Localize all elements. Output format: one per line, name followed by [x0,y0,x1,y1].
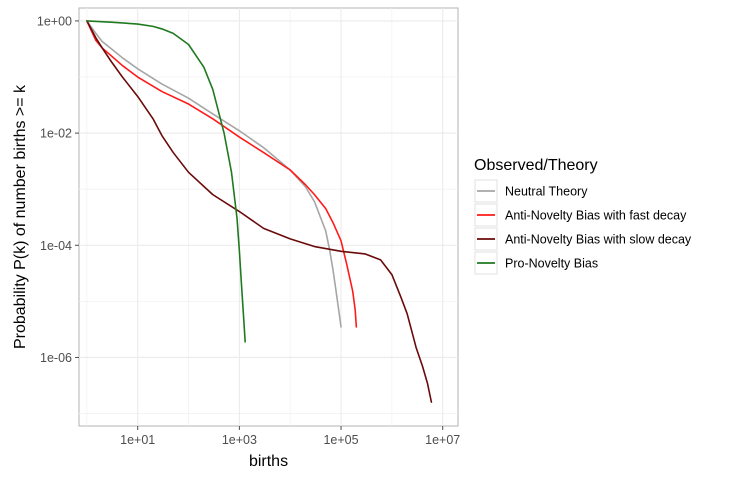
legend-item: Anti-Novelty Bias with slow decay [474,227,692,251]
series-line-4 [86,20,246,343]
legend-item: Anti-Novelty Bias with fast decay [474,203,687,227]
x-tick-label: 1e+07 [425,433,460,447]
x-tick-label: 1e+01 [120,433,155,447]
legend-item: Pro-Novelty Bias [474,251,598,275]
y-tick-label: 1e+00 [37,14,72,28]
legend-label: Anti-Novelty Bias with fast decay [505,209,687,223]
y-tick-label: 1e-02 [40,127,72,141]
minor-grid [79,8,458,426]
y-tick-label: 1e-04 [40,239,72,253]
legend-item: Neutral Theory [474,179,588,203]
panel-background [78,7,459,427]
x-axis-ticks: 1e+01 1e+03 1e+05 1e+07 [120,426,460,447]
legend-label: Anti-Novelty Bias with slow decay [505,233,692,247]
y-axis-ticks: 1e+00 1e-02 1e-04 1e-06 [37,14,79,365]
legend-title: Observed/Theory [474,157,598,174]
series-line-2 [86,20,358,328]
x-tick-label: 1e+05 [323,433,358,447]
series-lines [86,20,433,403]
x-tick-label: 1e+03 [222,433,257,447]
y-tick-label: 1e-06 [40,351,72,365]
legend: Observed/Theory Neutral Theory Anti-Novel… [474,157,692,275]
major-grid [79,8,458,426]
legend-label: Neutral Theory [505,185,588,199]
x-axis-title: births [249,453,288,470]
series-line-1 [86,20,342,328]
series-line-3 [86,20,433,403]
y-axis-title: Probability P(k) of number births >= k [12,84,29,349]
legend-label: Pro-Novelty Bias [505,257,598,271]
